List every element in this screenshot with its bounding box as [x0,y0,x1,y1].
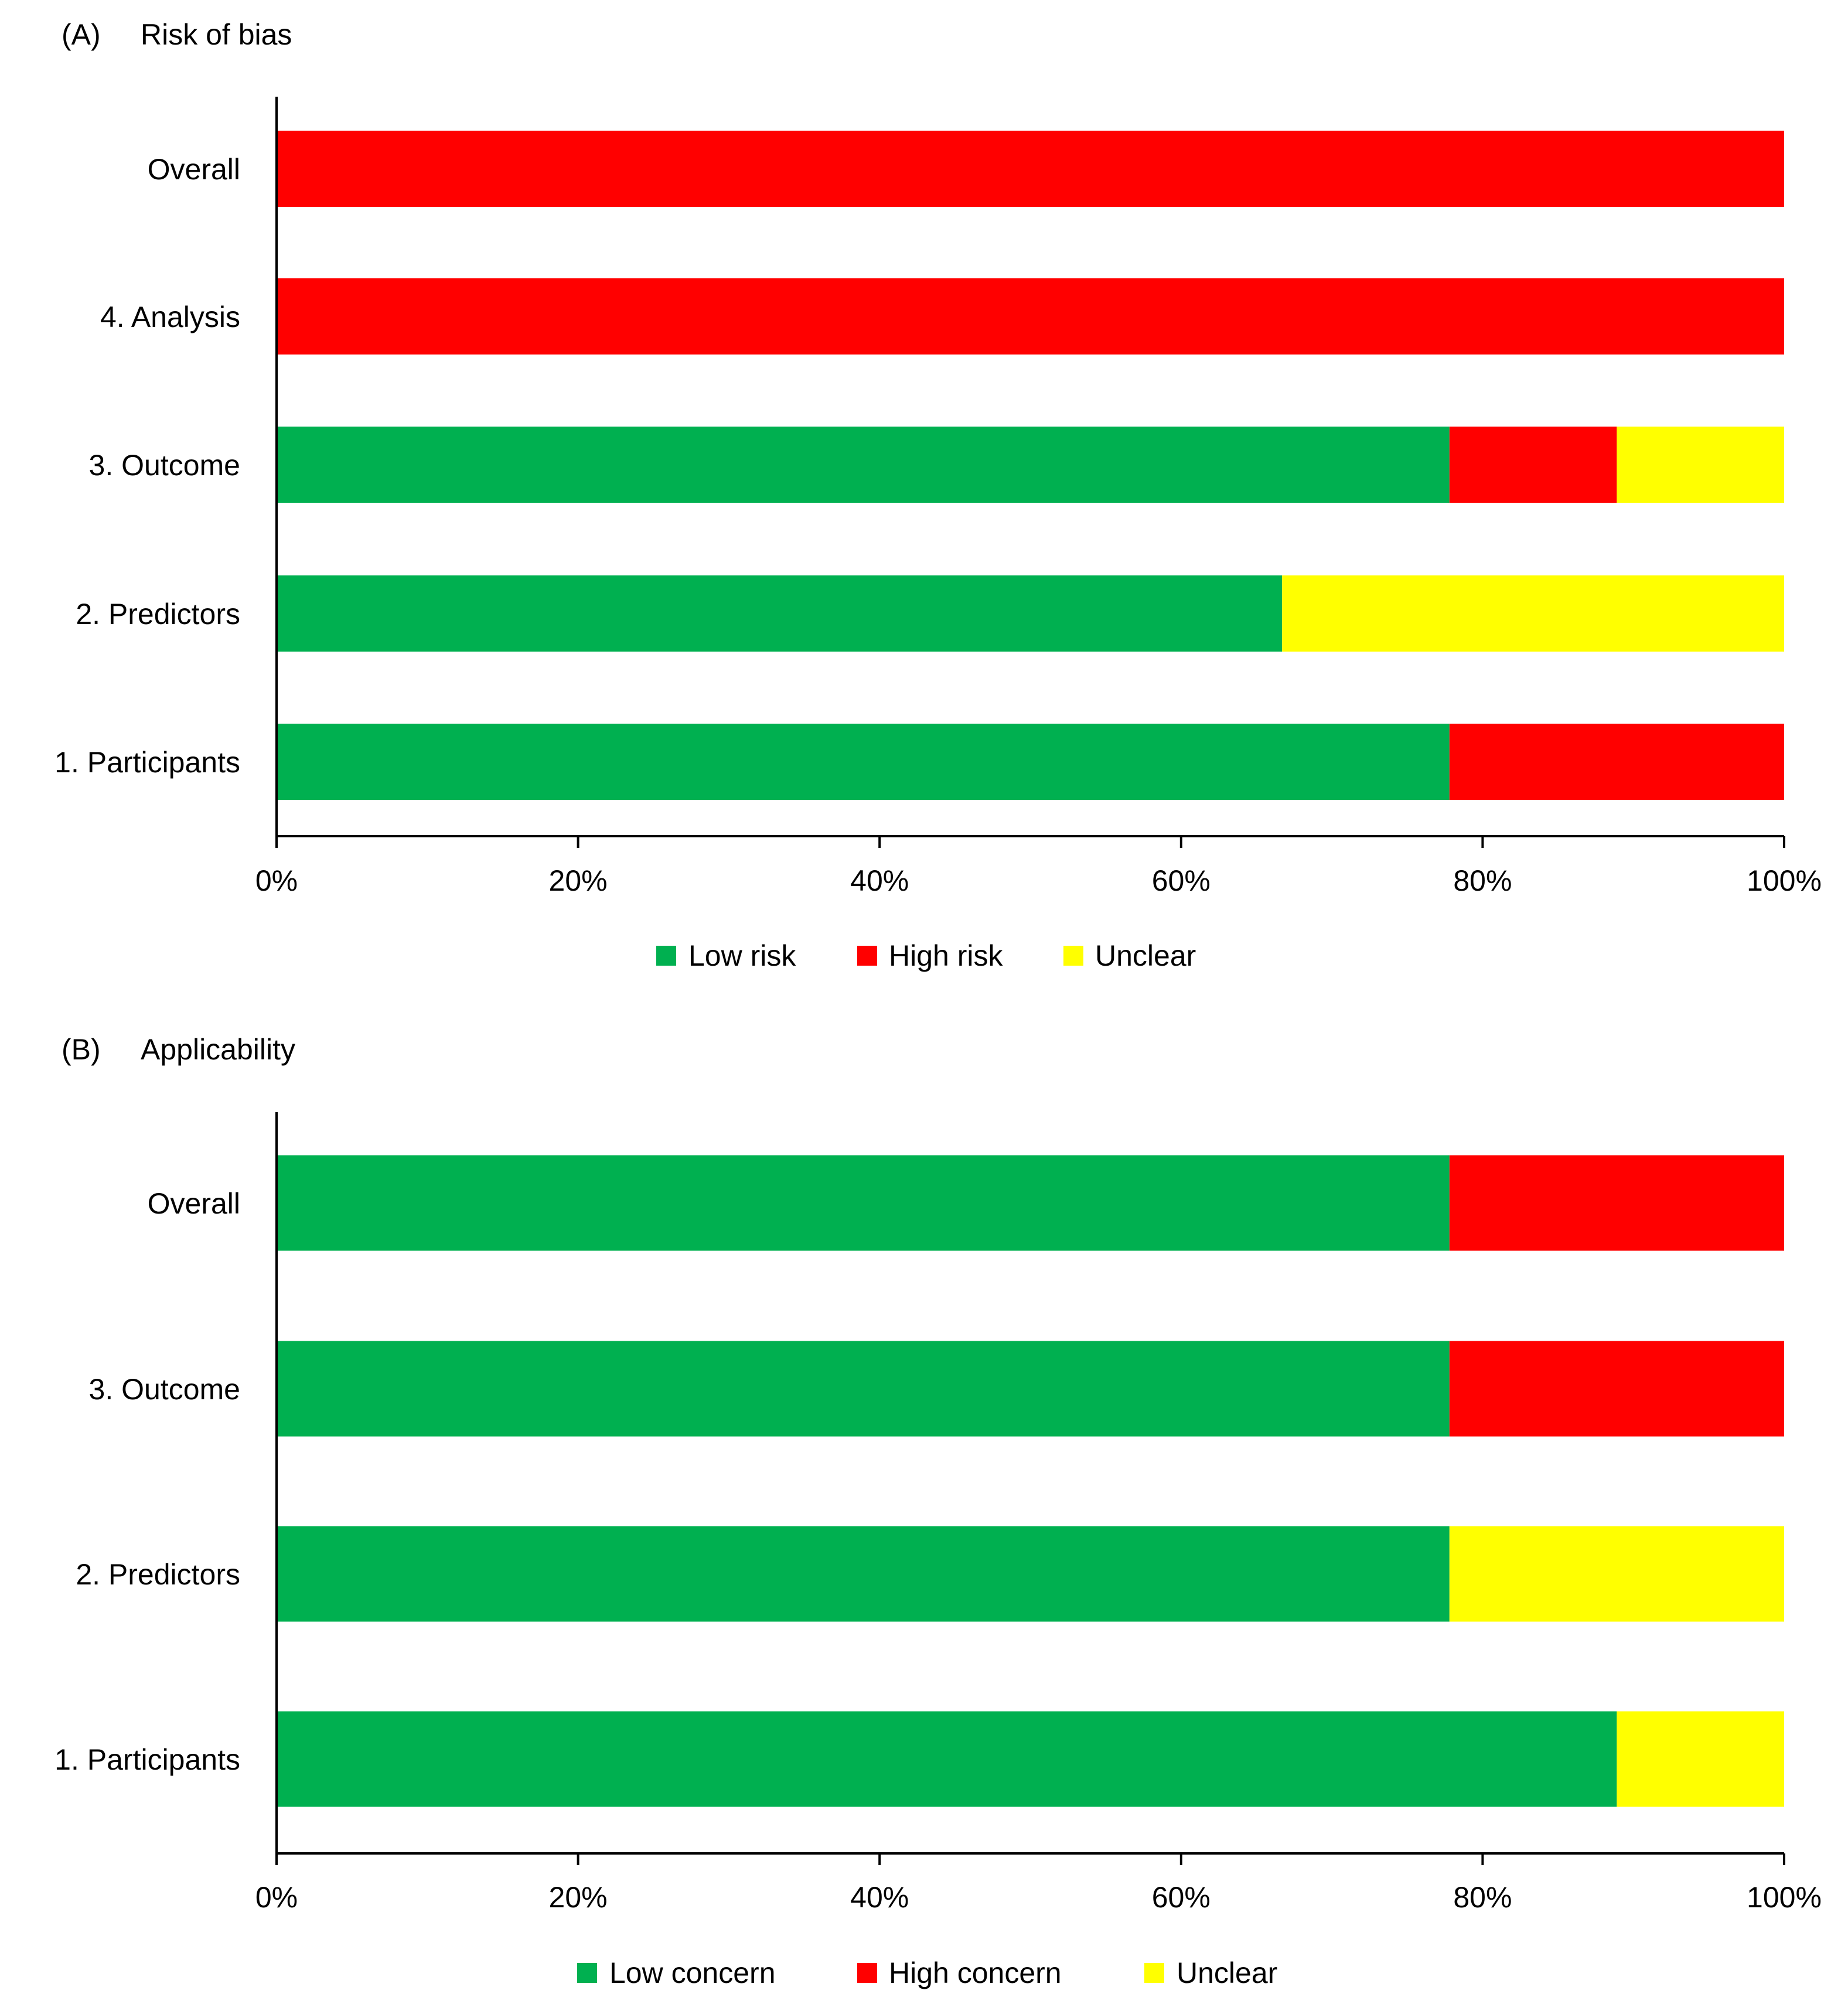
x-tick-label: 100% [1747,864,1822,897]
category-label: 4. Analysis [100,301,240,333]
bar-segment-high-concern [1449,1341,1784,1437]
category-label: 2. Predictors [76,598,240,630]
legend-label: High concern [889,1957,1062,1989]
category-label: 1. Participants [54,1743,240,1776]
bar-segment-unclear [1449,1526,1784,1622]
x-tick-label: 0% [255,1881,298,1914]
chart-panel-b: (B) Applicability Overall 3. Outcome 2. Pred… [54,1033,1822,1989]
bar-segment-high-concern [1449,1155,1784,1251]
chart-title: Risk of bias [141,18,292,51]
x-tick-label: 60% [1152,1881,1211,1914]
bar-segment-low-risk [277,427,1450,503]
x-tick-label: 80% [1453,864,1512,897]
x-tick-label: 100% [1747,1881,1822,1914]
x-tick-label: 20% [549,864,608,897]
bar-segment-high-risk [1449,724,1784,800]
bar-segment-low-concern [277,1711,1617,1807]
category-label: 1. Participants [54,746,240,779]
panel-label: (B) [62,1033,101,1066]
category-label: Overall [148,153,240,186]
legend-label: Low risk [688,939,796,972]
bar-segment-low-concern [277,1526,1450,1622]
bar-segment-low-concern [277,1155,1450,1251]
legend-label: Unclear [1095,939,1196,972]
chart-panel-a: (A) Risk of bias Overall 4. Analysis 3. Outc… [54,18,1822,972]
bar-segment-unclear [1617,1711,1784,1807]
legend-swatch [1144,1963,1164,1983]
x-tick-label: 60% [1152,864,1211,897]
bar-segment-high-risk [277,278,1784,355]
legend-label: Low concern [609,1957,776,1989]
x-tick-label: 40% [850,864,909,897]
category-label: 2. Predictors [76,1558,240,1591]
bar-segment-high-risk [277,131,1784,207]
bar-segment-unclear [1282,575,1784,652]
legend-swatch [857,1963,877,1983]
bar-segment-unclear [1617,427,1784,503]
x-tick-label: 0% [255,864,298,897]
legend-swatch [1063,946,1083,966]
x-tick-label: 20% [549,1881,608,1914]
chart-title: Applicability [141,1033,295,1066]
legend-swatch [656,946,676,966]
category-label: 3. Outcome [89,449,240,482]
legend-label: High risk [889,939,1003,972]
bar-segment-low-risk [277,724,1450,800]
legend-swatch [577,1963,597,1983]
panel-label: (A) [62,18,101,51]
x-tick-label: 40% [850,1881,909,1914]
category-label: Overall [148,1187,240,1220]
legend-swatch [857,946,877,966]
category-label: 3. Outcome [89,1373,240,1406]
bar-segment-low-concern [277,1341,1450,1437]
legend-label: Unclear [1177,1957,1277,1989]
x-tick-label: 80% [1453,1881,1512,1914]
bar-segment-low-risk [277,575,1283,652]
bar-segment-high-risk [1449,427,1617,503]
